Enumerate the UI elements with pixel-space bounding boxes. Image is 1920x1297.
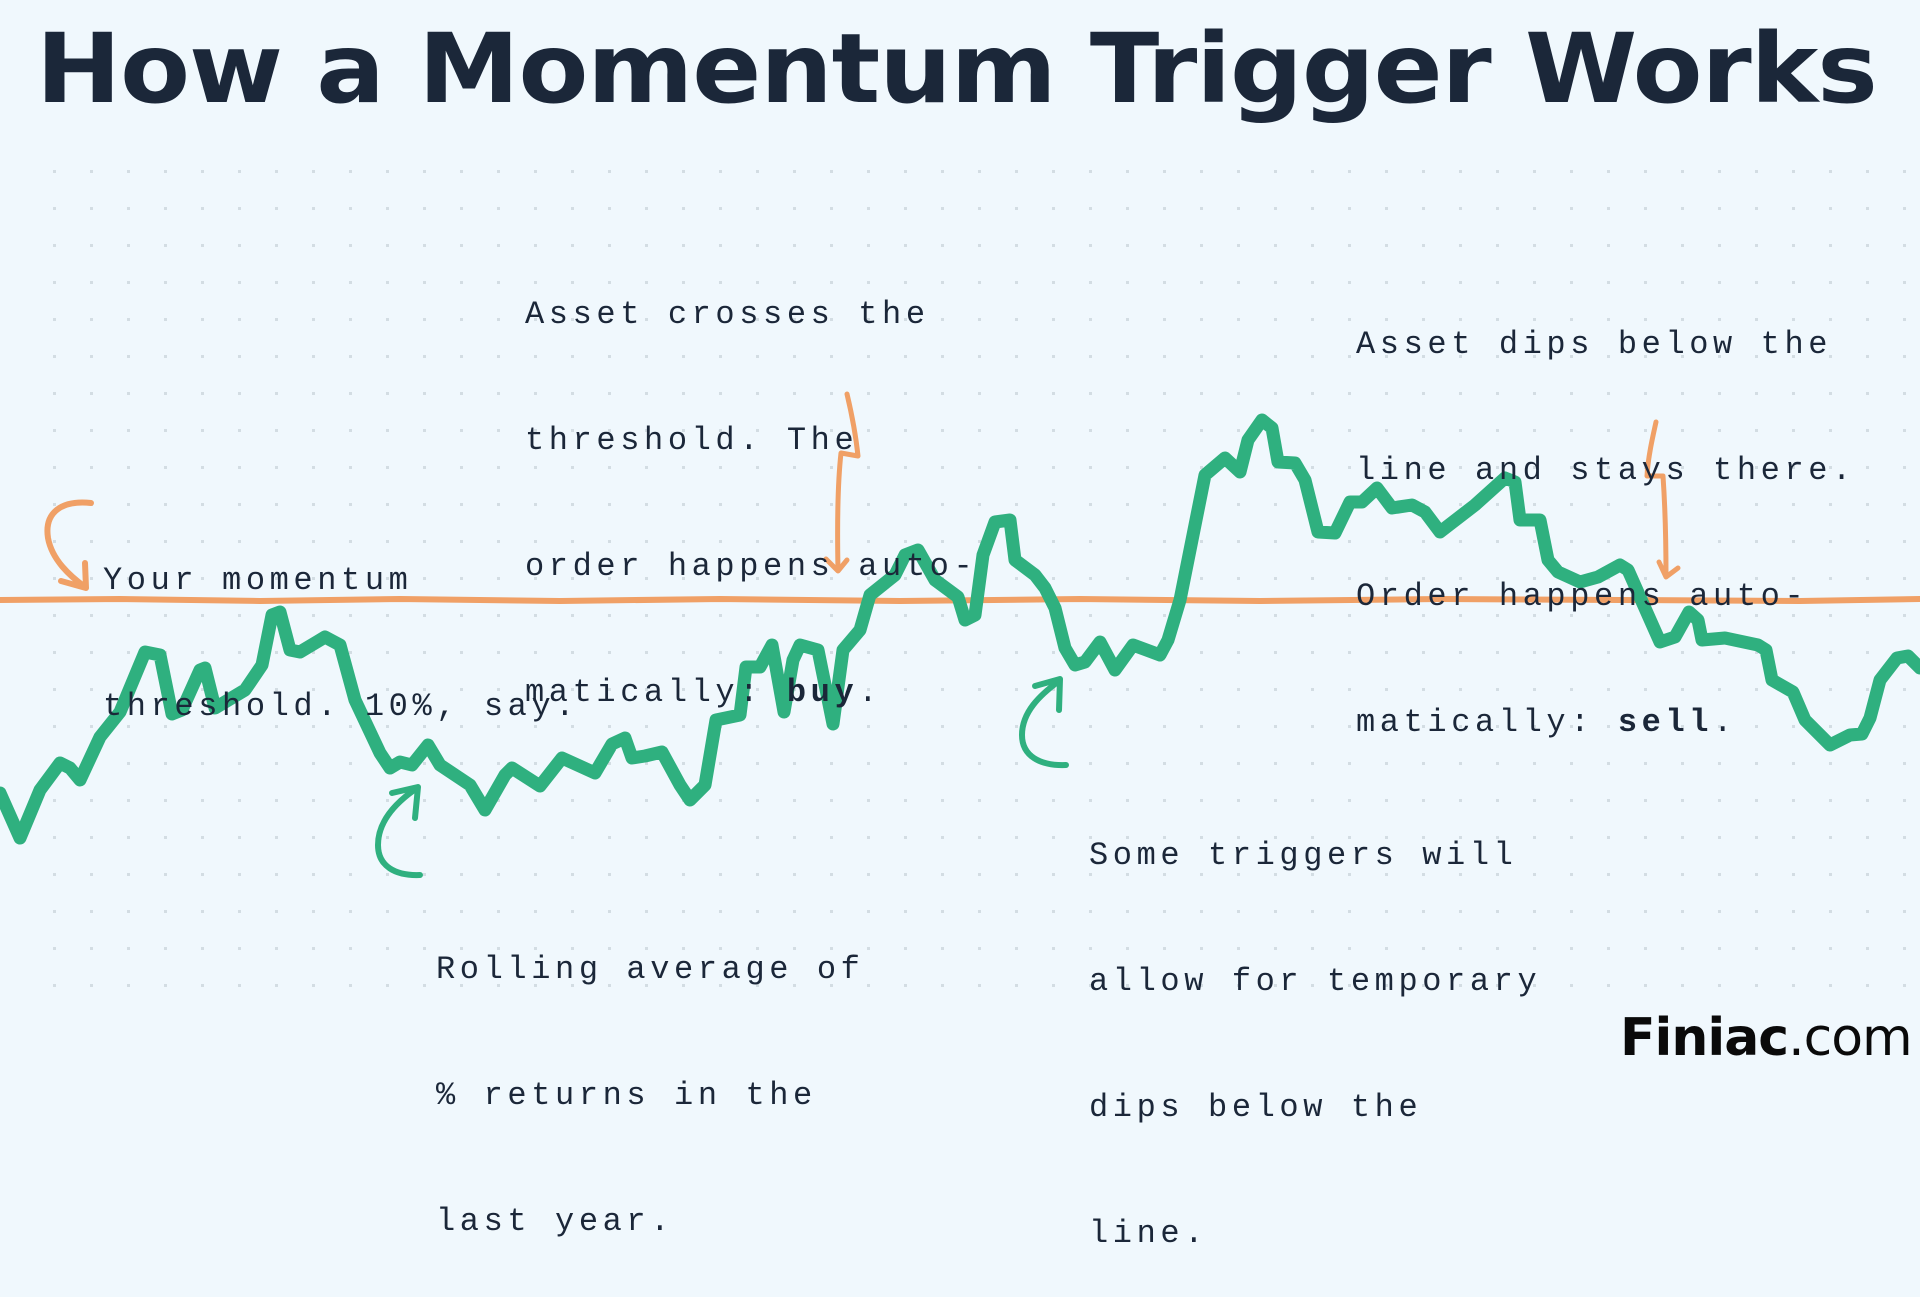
buy-arrow-icon (823, 391, 861, 574)
temporary-dips-annotation: Some triggers will allow for temporary d… (1089, 751, 1541, 1297)
threshold-line (0, 595, 1920, 605)
threshold-annotation: Your momentum threshold. 10%, say. (103, 476, 579, 770)
threshold-arrow-icon (44, 499, 94, 591)
brand-name: Finiac (1620, 1008, 1789, 1068)
rolling-average-annotation: Rolling average of % returns in the last… (436, 865, 864, 1285)
sell-arrow-icon (1644, 419, 1681, 580)
threshold-annotation-line: Your momentum (103, 562, 413, 599)
buy-annotation-line: threshold. The (525, 422, 859, 459)
temporary-dips-arrow-icon (1019, 676, 1069, 769)
sell-suffix: . (1713, 704, 1737, 741)
rolling-annotation-line: % returns in the (436, 1077, 817, 1114)
rolling-annotation-line: last year. (436, 1203, 675, 1240)
dips-annotation-line: allow for temporary (1089, 963, 1542, 1000)
buy-annotation: Asset crosses the threshold. The order h… (525, 210, 977, 756)
sell-annotation-line: Asset dips below the (1356, 326, 1833, 363)
brand-suffix: .com (1788, 1008, 1913, 1068)
rolling-annotation-line: Rolling average of (436, 951, 865, 988)
buy-keyword: buy (786, 674, 859, 711)
page-title: How a Momentum Trigger Works (36, 13, 1878, 125)
sell-annotation-line: matically: sell. (1356, 702, 1856, 744)
buy-annotation-line: matically: buy. (525, 672, 977, 714)
buy-suffix: . (858, 674, 883, 711)
dips-annotation-line: Some triggers will (1089, 837, 1518, 874)
sell-prefix: matically: (1356, 704, 1618, 741)
momentum-chart (0, 391, 1920, 879)
brand-logo: Finiac.com (1620, 1008, 1913, 1068)
momentum-line (0, 413, 1920, 845)
buy-prefix: matically: (525, 674, 787, 711)
dips-annotation-line: line. (1089, 1215, 1209, 1252)
buy-annotation-line: order happens auto- (525, 548, 978, 585)
sell-annotation-line: Order happens auto- (1356, 578, 1809, 615)
dips-annotation-line: dips below the (1089, 1089, 1423, 1126)
sell-annotation: Asset dips below the line and stays ther… (1356, 240, 1856, 786)
buy-annotation-line: Asset crosses the (525, 296, 930, 333)
sell-keyword: sell (1617, 704, 1714, 741)
threshold-annotation-line: threshold. 10%, say. (103, 688, 580, 725)
rolling-average-arrow-icon (375, 784, 423, 879)
sell-annotation-line: line and stays there. (1356, 452, 1856, 489)
